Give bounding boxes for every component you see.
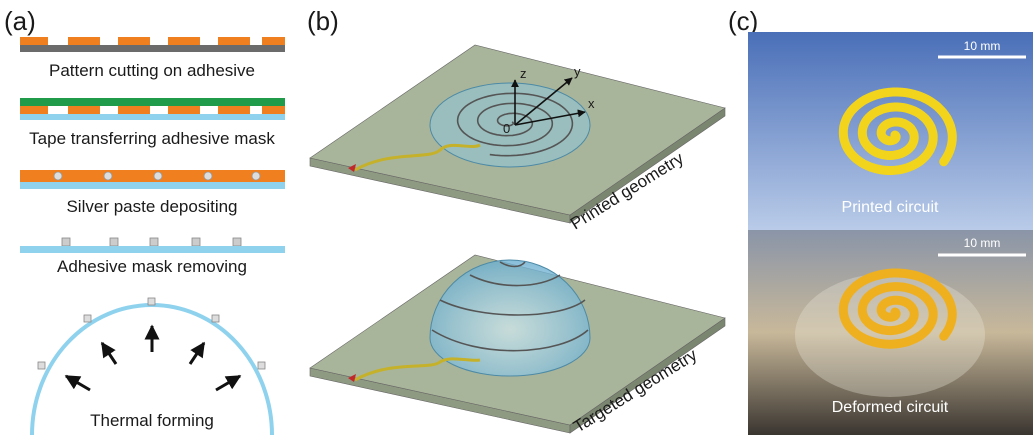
scale-bar-label: 10 mm — [964, 39, 1001, 53]
panel-label: (c) — [728, 6, 758, 36]
step-caption: Silver paste depositing — [66, 197, 237, 216]
stack-3 — [20, 170, 285, 189]
panel-a: (a) Pattern cutting on adhesive Tape tra… — [4, 6, 285, 435]
panel-b: (b) z y x 0 Printed geometry Targeted ge… — [307, 6, 725, 435]
panel-label: (b) — [307, 6, 339, 36]
panel-label: (a) — [4, 6, 36, 36]
stack-1 — [20, 37, 285, 52]
stack-4 — [20, 238, 285, 253]
scale-bar-label: 10 mm — [964, 236, 1001, 250]
axis-label: x — [588, 96, 595, 111]
panel-c: (c) 10 mm 10 mm Printed circuit Deformed… — [728, 6, 1033, 435]
axis-label: y — [574, 64, 581, 79]
step-caption: Thermal forming — [90, 411, 214, 430]
axis-label: z — [520, 66, 527, 81]
step-caption: Adhesive mask removing — [57, 257, 247, 276]
targeted-plate — [310, 255, 725, 433]
figure: (a) Pattern cutting on adhesive Tape tra… — [0, 0, 1033, 435]
printed-plate: z y x 0 — [310, 45, 725, 223]
step-caption: Tape transferring adhesive mask — [29, 129, 275, 148]
caption: Deformed circuit — [832, 399, 949, 416]
axis-label: 0 — [503, 121, 510, 136]
stack-2 — [20, 98, 285, 120]
step-caption: Pattern cutting on adhesive — [49, 61, 255, 80]
caption: Printed circuit — [842, 199, 939, 216]
